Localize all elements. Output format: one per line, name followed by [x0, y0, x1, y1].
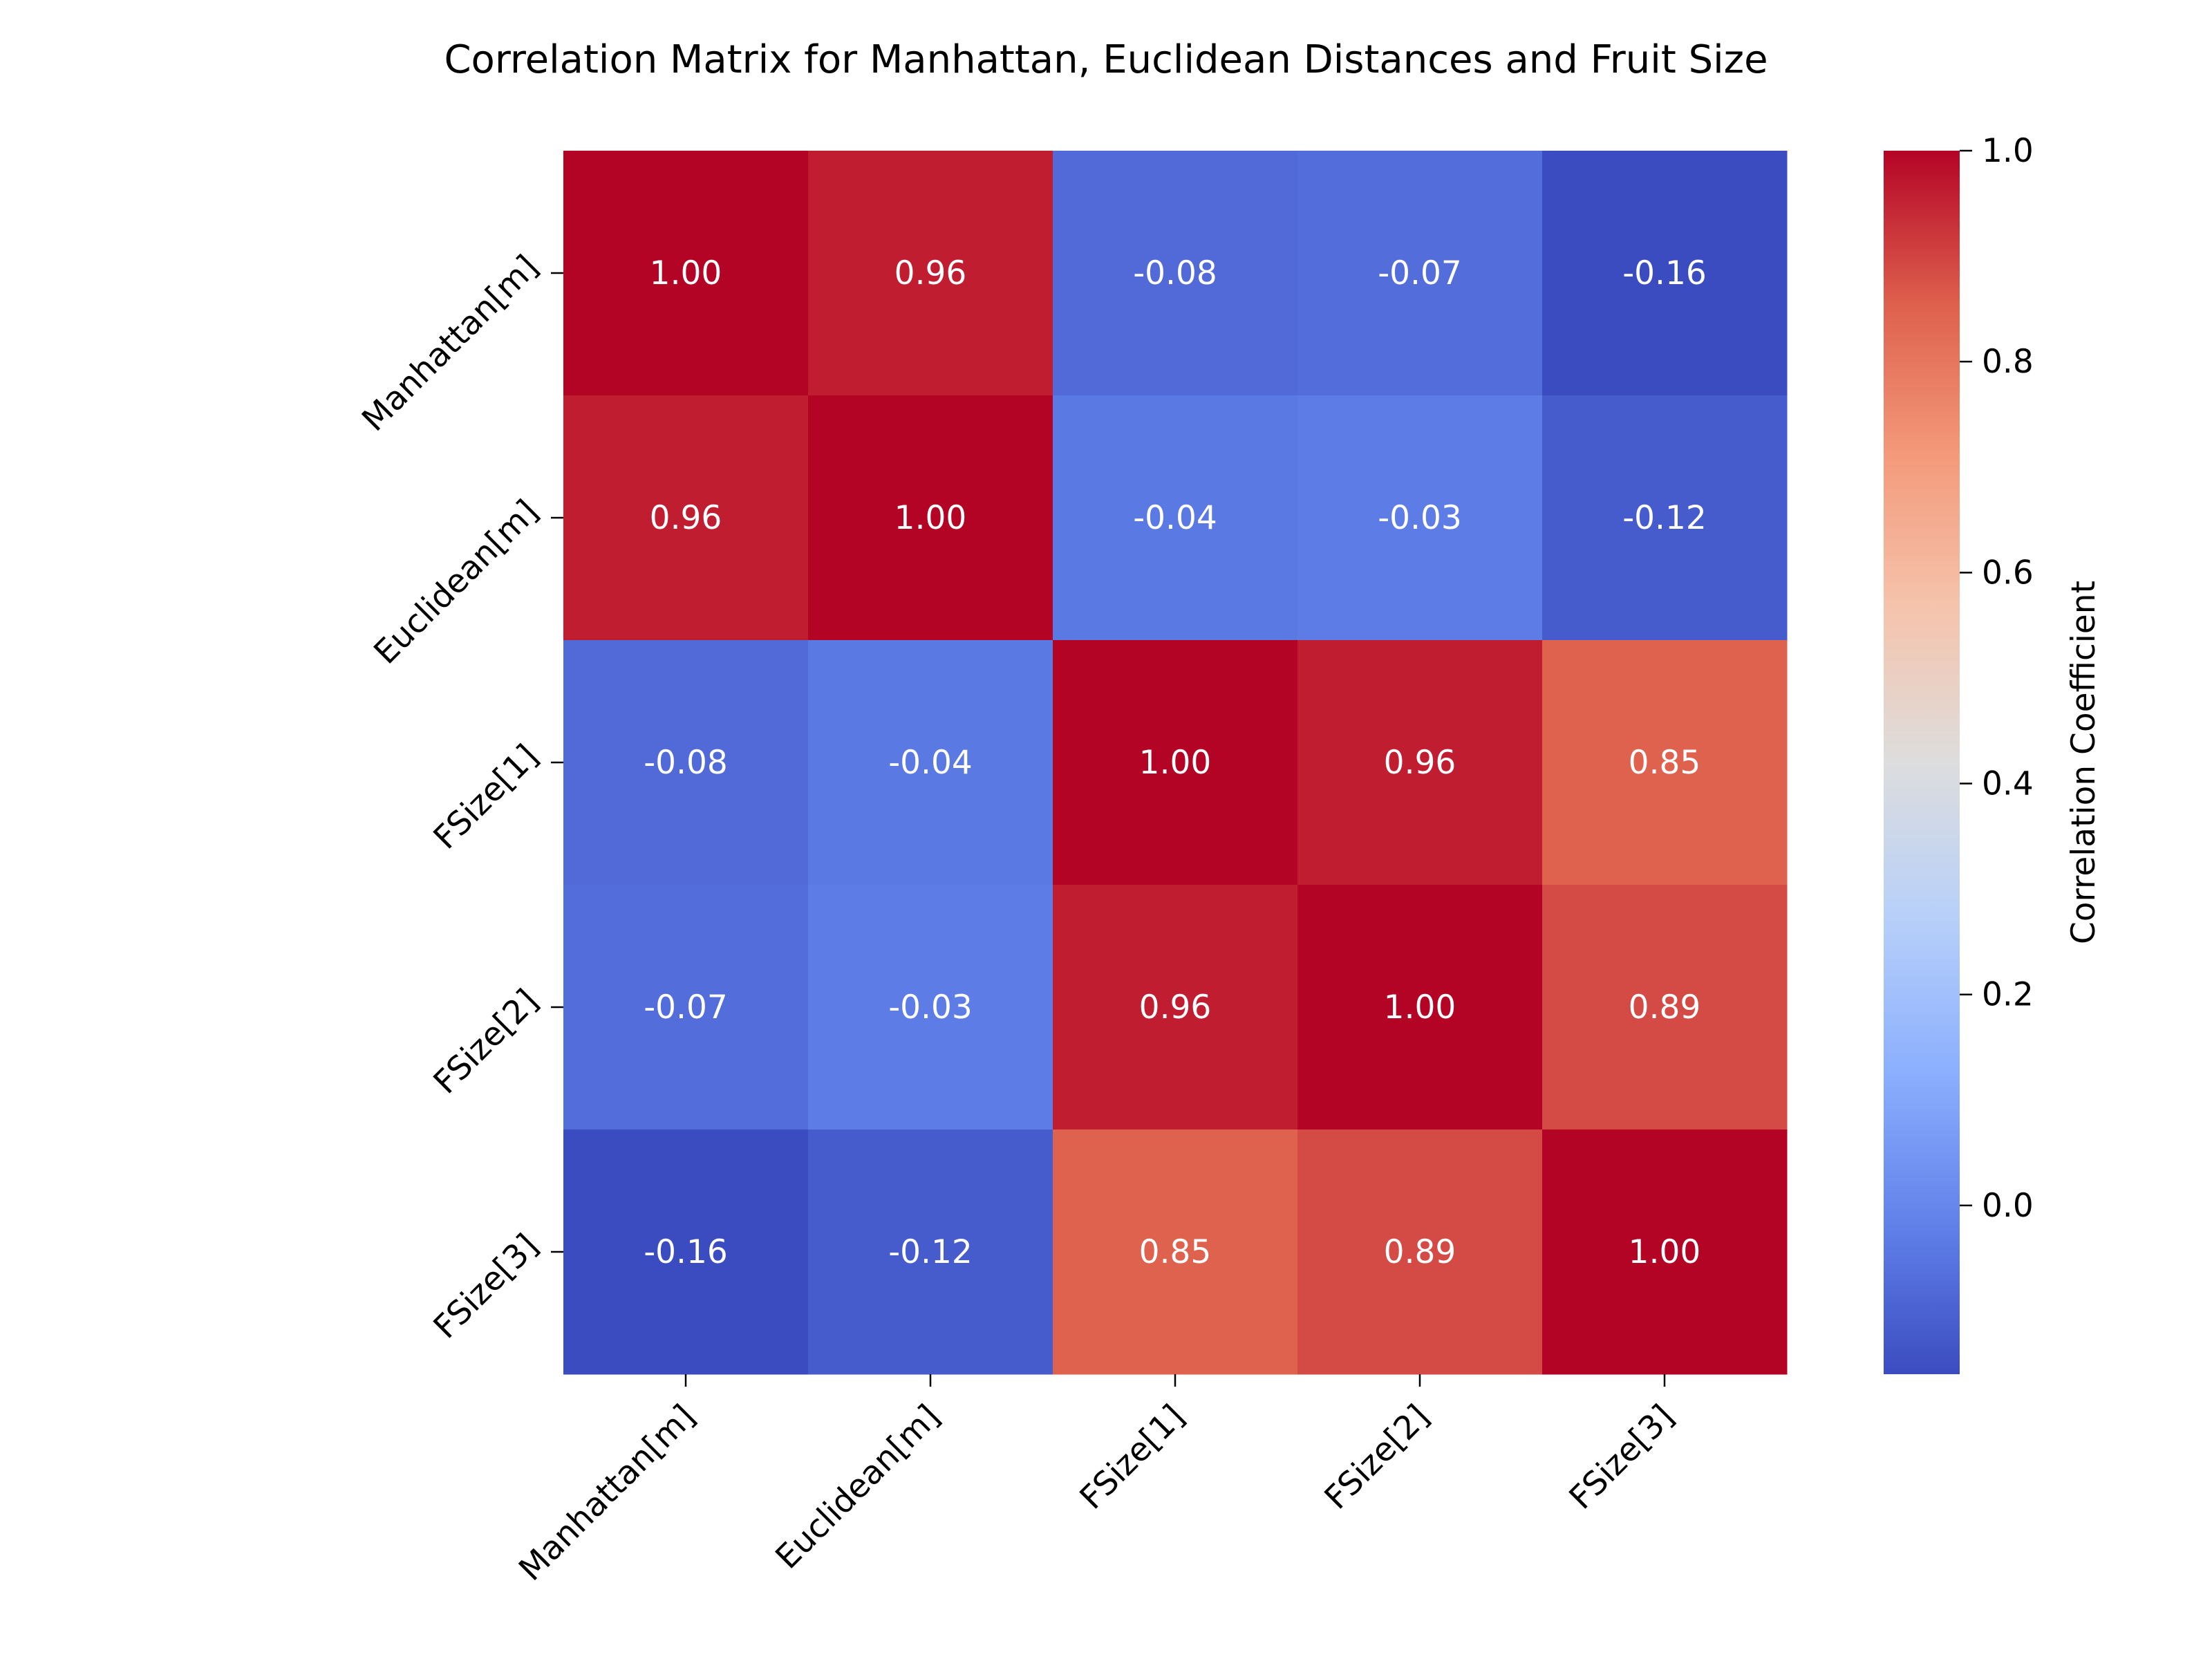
- heatmap-cell: [808, 395, 1053, 641]
- column-tick-label: Manhattan[m]: [512, 1398, 702, 1588]
- column-tick-labels: Manhattan[m] Euclidean[m] FSize[1] FSize[2]…: [512, 1374, 1681, 1588]
- heatmap-cell: [1053, 151, 1298, 396]
- heatmap-cell: [808, 1130, 1053, 1375]
- heatmap-cells: 1.00 0.96 -0.08 -0.07 -0.16 0.96 1.00 -0.04 -0.0…: [563, 151, 1788, 1375]
- heatmap-cell: [563, 885, 809, 1130]
- heatmap-cell: [563, 640, 809, 885]
- heatmap-cell: [1297, 640, 1543, 885]
- row-tick-label: FSize[2]: [427, 982, 546, 1102]
- cell-value-label: -0.16: [644, 1233, 728, 1271]
- row-tick-label: FSize[3]: [427, 1227, 546, 1347]
- cell-value-label: 0.96: [1384, 744, 1456, 782]
- colorbar-tick-label: 0.2: [1982, 976, 2034, 1014]
- cell-value-label: 0.96: [1139, 988, 1212, 1027]
- cell-value-label: -0.03: [888, 988, 973, 1027]
- cell-value-label: -0.07: [1378, 254, 1462, 292]
- heatmap-cell: [1297, 151, 1543, 396]
- colorbar-tick-label: 0.4: [1982, 765, 2034, 803]
- heatmap-cell: [1542, 1130, 1788, 1375]
- row-tick-label: Euclidean[m]: [367, 493, 546, 672]
- colorbar-tick-label: 0.6: [1982, 554, 2034, 592]
- cell-value-label: 1.00: [1384, 988, 1456, 1027]
- cell-value-label: 0.89: [1384, 1233, 1456, 1271]
- colorbar-gradient: [1884, 151, 1960, 1374]
- colorbar-label: Correlation Coefficient: [2065, 581, 2103, 944]
- cell-value-label: -0.04: [888, 744, 973, 782]
- heatmap-cell: [808, 151, 1053, 396]
- cell-value-label: -0.03: [1378, 499, 1462, 537]
- cell-value-label: 0.96: [894, 254, 967, 292]
- heatmap-cell: [1297, 885, 1543, 1130]
- colorbar-ticks: 0.0 0.2 0.4 0.6 0.8 1.0: [1960, 132, 2034, 1225]
- row-tick-labels: Manhattan[m] Euclidean[m] FSize[1] FSize[2]…: [355, 248, 563, 1347]
- cell-value-label: 0.96: [650, 499, 722, 537]
- cell-value-label: -0.08: [644, 744, 728, 782]
- cell-value-label: 0.85: [1629, 744, 1701, 782]
- cell-value-label: 1.00: [894, 499, 967, 537]
- chart-title: Correlation Matrix for Manhattan, Euclid…: [444, 37, 1768, 82]
- cell-value-label: 0.85: [1139, 1233, 1212, 1271]
- cell-value-label: -0.16: [1622, 254, 1707, 292]
- column-tick-label: Euclidean[m]: [769, 1398, 948, 1577]
- cell-value-label: 1.00: [1139, 744, 1212, 782]
- cell-value-label: -0.12: [888, 1233, 973, 1271]
- heatmap-cell: [563, 395, 809, 641]
- heatmap-cell: [1542, 885, 1788, 1130]
- heatmap-cell: [563, 1130, 809, 1375]
- heatmap-cell: [1053, 885, 1298, 1130]
- cell-value-label: 0.89: [1629, 988, 1701, 1027]
- heatmap-cell: [808, 640, 1053, 885]
- heatmap-cell: [808, 885, 1053, 1130]
- colorbar-tick-label: 1.0: [1982, 132, 2034, 170]
- colorbar-tick-label: 0.0: [1982, 1187, 2034, 1225]
- heatmap-cell: [1297, 1130, 1543, 1375]
- colorbar-tick-label: 0.8: [1982, 343, 2034, 381]
- cell-value-label: -0.07: [644, 988, 728, 1027]
- cell-value-label: -0.08: [1133, 254, 1217, 292]
- cell-value-label: -0.12: [1622, 499, 1707, 537]
- cell-value-label: 1.00: [650, 254, 722, 292]
- cell-value-label: 1.00: [1629, 1233, 1701, 1271]
- colorbar: 0.0 0.2 0.4 0.6 0.8 1.0 Correlation Coefficie…: [1884, 132, 2103, 1374]
- row-tick-label: FSize[1]: [427, 738, 546, 857]
- cell-value-label: -0.04: [1133, 499, 1217, 537]
- heatmap-cell: [1542, 640, 1788, 885]
- column-tick-label: FSize[2]: [1318, 1398, 1437, 1517]
- heatmap-cell: [1053, 640, 1298, 885]
- column-tick-label: FSize[1]: [1073, 1398, 1192, 1517]
- heatmap-cell: [1542, 151, 1788, 396]
- column-tick-label: FSize[3]: [1562, 1398, 1682, 1517]
- row-tick-label: Manhattan[m]: [355, 248, 545, 439]
- heatmap-cell: [1053, 1130, 1298, 1375]
- heatmap-cell: [563, 151, 809, 396]
- heatmap-cell: [1053, 395, 1298, 641]
- heatmap-cell: [1542, 395, 1788, 641]
- heatmap-cell: [1297, 395, 1543, 641]
